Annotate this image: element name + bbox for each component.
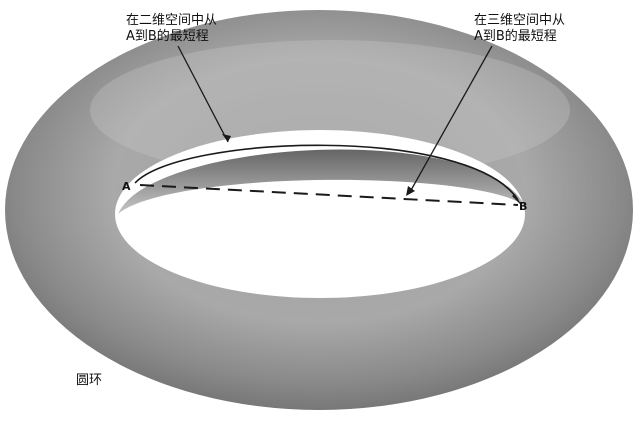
label-2d-line2: A到B的最短程 bbox=[126, 29, 209, 44]
path-2d-curve bbox=[134, 144, 519, 201]
torus-body bbox=[5, 10, 633, 410]
path-3d-dashed-line bbox=[139, 184, 519, 206]
path-2d-arrowhead bbox=[512, 194, 522, 206]
torus-caption: 圆环 bbox=[76, 373, 103, 388]
label-2d-path: 在二维空间中从 A到B的最短程 bbox=[126, 13, 217, 45]
point-b-label: B bbox=[519, 200, 527, 213]
pointer-2d bbox=[177, 45, 229, 143]
label-3d-path: 在三维空间中从 A到B的最短程 bbox=[474, 13, 565, 45]
label-3d-line2: A到B的最短程 bbox=[474, 29, 557, 44]
label-3d-line1: 在三维空间中从 bbox=[474, 13, 566, 28]
point-a-label: A bbox=[122, 180, 131, 193]
pointer-3d bbox=[409, 45, 493, 193]
label-2d-line1: 在二维空间中从 bbox=[126, 13, 218, 28]
